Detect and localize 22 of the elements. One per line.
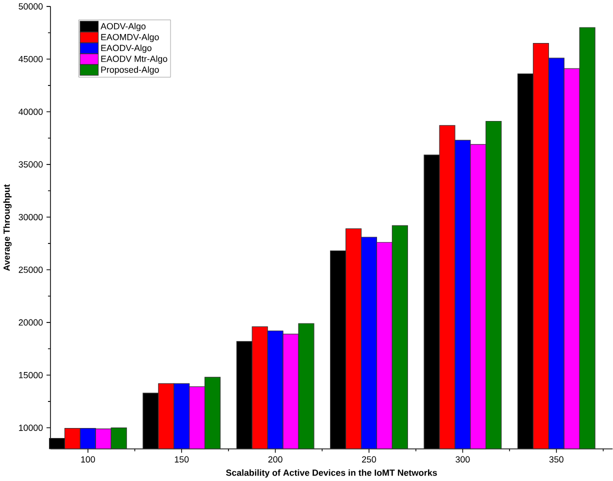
y-tick-label: 50000: [18, 3, 43, 10]
legend-label: EAODV Mtr-Algo: [101, 56, 168, 64]
y-tick-label: 35000: [18, 161, 43, 168]
x-tick-label: 350: [549, 456, 564, 463]
x-tick-label: 100: [81, 456, 95, 463]
x-tick-label: 300: [456, 456, 470, 463]
y-tick-label: 15000: [19, 372, 43, 378]
x-tick-label: 150: [174, 456, 189, 463]
x-axis-title: Scalability of Active Devices in the IoMT Networks: [226, 469, 437, 478]
legend-label: EAODV-Algo: [101, 44, 152, 53]
y-tick-label: 10000: [19, 424, 43, 431]
x-tick-label: 250: [362, 456, 376, 463]
y-tick-label: 45000: [18, 56, 43, 62]
y-tick-label: 20000: [18, 319, 43, 326]
legend-label: AODV-Algo: [100, 22, 146, 32]
legend-label: EAOMDV-Algo: [101, 34, 159, 42]
y-axis-title: Average Throughput: [3, 184, 12, 271]
legend-label: Proposed-Algo: [101, 66, 159, 75]
x-tick-label: 200: [268, 456, 282, 463]
y-tick-label: 30000: [18, 214, 43, 220]
y-tick-label: 25000: [18, 266, 43, 273]
y-tick-label: 40000: [18, 108, 43, 115]
